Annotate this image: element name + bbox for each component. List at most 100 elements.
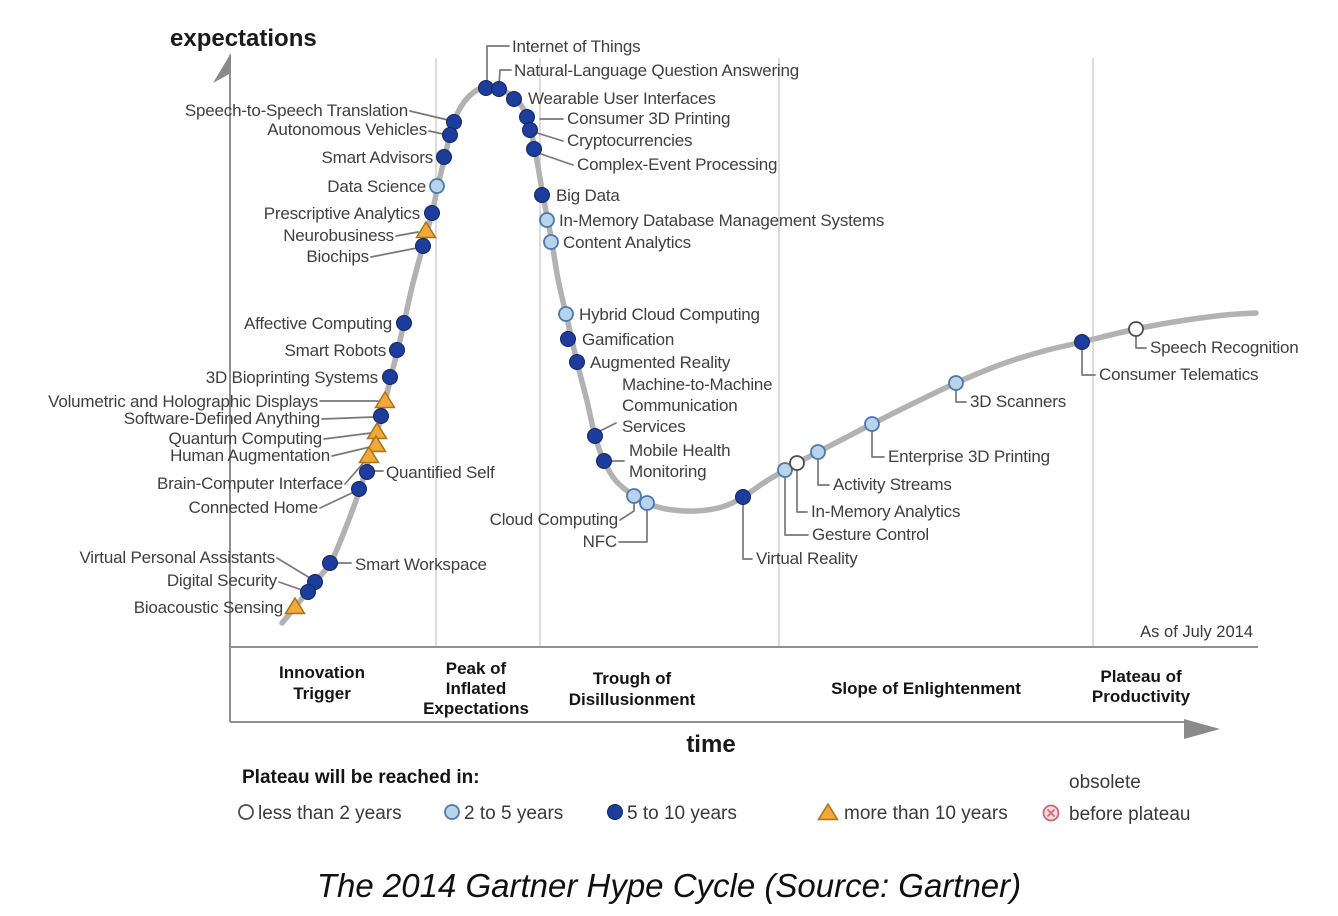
legend-label-more-than-10-years: more than 10 years: [844, 803, 1008, 824]
point-marker-complex-event-processing: [526, 141, 542, 157]
point-label-prescriptive-analytics: Prescriptive Analytics: [264, 204, 420, 223]
leader-line-complex-event-processing: [540, 153, 574, 166]
leader-line-neurobusiness: [395, 231, 419, 237]
axes: expectations time As of July 2014: [170, 25, 1258, 758]
point-label-enterprise-3d-printing: Enterprise 3D Printing: [888, 447, 1050, 466]
point-label-smart-advisors: Smart Advisors: [321, 148, 433, 167]
point-label-machine-to-machine-communication-services: Machine-to-Machine Communication Services: [622, 375, 772, 436]
point-label-mobile-health-monitoring: Mobile Health Monitoring: [629, 441, 730, 481]
point-label-digital-security: Digital Security: [167, 571, 278, 590]
point-marker-affective-computing: [396, 315, 412, 331]
point-label-consumer-telematics: Consumer Telematics: [1099, 365, 1258, 384]
point-marker-quantified-self: [359, 464, 375, 480]
phase-label-slope-of-enlightenment: Slope of Enlightenment: [831, 679, 1021, 698]
leader-line-digital-security: [278, 581, 303, 591]
point-marker-smart-advisors: [436, 149, 452, 165]
point-label-complex-event-processing: Complex-Event Processing: [577, 155, 777, 174]
point-label-natural-language-question-answering: Natural-Language Question Answering: [514, 61, 799, 80]
chart-caption: The 2014 Gartner Hype Cycle (Source: Gar…: [317, 867, 1021, 904]
point-label-autonomous-vehicles: Autonomous Vehicles: [267, 120, 427, 139]
leader-line-consumer-telematics: [1081, 345, 1096, 376]
point-label-smart-robots: Smart Robots: [284, 341, 386, 360]
phase-dividers: [435, 58, 1094, 647]
point-marker-speech-recognition: [1128, 321, 1144, 337]
point-marker-activity-streams: [810, 444, 826, 460]
leader-line-autonomous-vehicles: [428, 130, 444, 135]
point-marker-prescriptive-analytics: [424, 205, 440, 221]
point-marker-big-data: [534, 187, 550, 203]
point-marker-gamification: [560, 331, 576, 347]
point-label-3d-scanners: 3D Scanners: [970, 392, 1066, 411]
leader-line-internet-of-things: [486, 45, 510, 84]
y-axis-title: expectations: [170, 25, 317, 52]
point-marker-volumetric-and-holographic-displays: [374, 390, 396, 409]
point-marker-natural-language-question-answering: [491, 81, 507, 97]
leader-line-connected-home: [319, 491, 355, 509]
point-label-content-analytics: Content Analytics: [563, 233, 691, 252]
point-label-activity-streams: Activity Streams: [833, 475, 952, 494]
leader-line-gesture-control: [784, 473, 809, 536]
legend-title: Plateau will be reached in:: [242, 767, 480, 788]
point-label-consumer-3d-printing: Consumer 3D Printing: [567, 109, 730, 128]
point-label-cloud-computing: Cloud Computing: [490, 510, 618, 529]
point-label-virtual-personal-assistants: Virtual Personal Assistants: [79, 548, 275, 567]
point-marker-data-science: [429, 178, 445, 194]
legend-label-less-than-2-years: less than 2 years: [258, 803, 402, 824]
leader-line-biochips: [370, 247, 418, 258]
point-label-wearable-user-interfaces: Wearable User Interfaces: [528, 89, 716, 108]
legend-marker-2-to-5-years: [444, 804, 460, 820]
point-marker-in-memory-database-management-systems: [539, 212, 555, 228]
point-label-virtual-reality: Virtual Reality: [756, 549, 858, 568]
point-label-human-augmentation: Human Augmentation: [170, 446, 330, 465]
point-marker-software-defined-anything: [373, 408, 389, 424]
point-marker-smart-workspace: [322, 555, 338, 571]
point-label-hybrid-cloud-computing: Hybrid Cloud Computing: [579, 305, 760, 324]
leader-line-enterprise-3d-printing: [871, 427, 885, 458]
point-marker-virtual-reality: [735, 489, 751, 505]
point-marker-hybrid-cloud-computing: [558, 306, 574, 322]
point-marker-3d-bioprinting-systems: [382, 369, 398, 385]
point-marker-content-analytics: [543, 234, 559, 250]
point-label-affective-computing: Affective Computing: [244, 314, 392, 333]
legend-marker-obsolete-before-plateau: [1042, 804, 1060, 822]
leader-line-cloud-computing: [619, 500, 635, 521]
point-label-volumetric-and-holographic-displays: Volumetric and Holographic Displays: [48, 392, 318, 411]
point-label-connected-home: Connected Home: [189, 498, 319, 517]
as-of-date: As of July 2014: [1140, 623, 1253, 641]
leader-line-virtual-personal-assistants: [276, 557, 311, 579]
point-marker-digital-security: [300, 584, 316, 600]
point-marker-smart-robots: [389, 342, 405, 358]
point-marker-in-memory-analytics: [789, 455, 805, 471]
point-label-quantified-self: Quantified Self: [386, 463, 495, 482]
legend-marker-5-to-10-years: [607, 804, 623, 820]
point-marker-machine-to-machine-communication-services: [587, 428, 603, 444]
point-label-data-science: Data Science: [327, 177, 426, 196]
point-label-3d-bioprinting-systems: 3D Bioprinting Systems: [206, 368, 378, 387]
point-label-big-data: Big Data: [556, 186, 620, 205]
point-marker-nfc: [639, 495, 655, 511]
point-label-speech-recognition: Speech Recognition: [1150, 338, 1299, 357]
point-label-nfc: NFC: [583, 532, 617, 551]
phase-label-plateau-of-productivity: Plateau of Productivity: [1092, 667, 1191, 706]
x-axis-arrow-icon: [1184, 719, 1220, 739]
point-label-brain-computer-interface: Brain-Computer Interface: [157, 474, 343, 493]
leader-line-machine-to-machine-communication-services: [597, 422, 617, 433]
point-marker-human-augmentation: [365, 434, 387, 453]
phase-label-trough-of-disillusionment: Trough of Disillusionment: [569, 669, 696, 709]
legend-marker-less-than-2-years: [238, 804, 254, 820]
leader-line-cryptocurrencies: [536, 132, 564, 142]
point-label-biochips: Biochips: [306, 247, 369, 266]
point-label-gesture-control: Gesture Control: [812, 525, 929, 544]
point-marker-brain-computer-interface: [358, 445, 380, 464]
leader-line-virtual-reality: [742, 501, 753, 560]
point-marker-consumer-telematics: [1074, 334, 1090, 350]
point-label-bioacoustic-sensing: Bioacoustic Sensing: [134, 598, 283, 617]
leader-line-speech-to-speech-translation: [409, 110, 449, 121]
point-label-in-memory-database-management-systems: In-Memory Database Management Systems: [559, 211, 884, 230]
leader-line-speech-recognition: [1135, 332, 1147, 349]
leader-line-brain-computer-interface: [344, 460, 366, 485]
legend-label-2-to-5-years: 2 to 5 years: [464, 803, 563, 824]
point-marker-enterprise-3d-printing: [864, 416, 880, 432]
x-axis-title: time: [686, 731, 735, 758]
